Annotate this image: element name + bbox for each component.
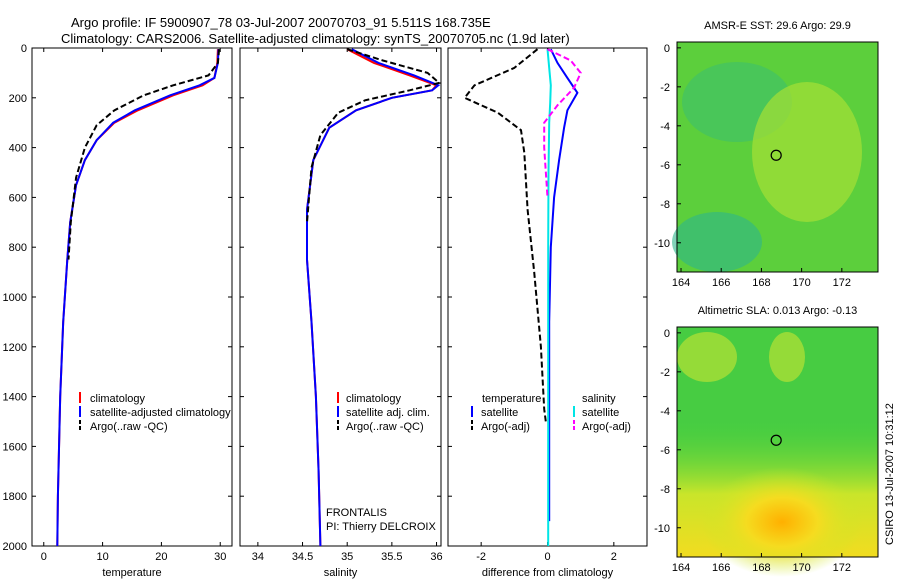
x-tick-label: 35 [341, 551, 353, 563]
axes-frame [31, 47, 233, 547]
x-tick-label: -2 [476, 551, 486, 563]
legend-temp-satellite: satellite [481, 407, 518, 419]
legend-argo: Argo(..raw -QC) [90, 421, 168, 433]
float-pi: PI: Thierry DELCROIX [326, 521, 436, 533]
legend-title-salinity: salinity [582, 393, 616, 405]
legend-argo: Argo(..raw -QC) [346, 421, 424, 433]
x-tick-label: 34 [252, 551, 264, 563]
y-tick-label: -6 [660, 160, 670, 172]
difference-legend: temperature salinity satellite Argo(-adj… [471, 393, 631, 433]
map-patch [702, 467, 862, 577]
map-patch [672, 212, 762, 272]
legend-temp-argo: Argo(-adj) [481, 421, 530, 433]
figure-title-line2: Climatology: CARS2006. Satellite-adjuste… [61, 31, 570, 46]
x-tick-label: 30 [214, 551, 226, 563]
y-tick-label: -8 [660, 484, 670, 496]
series-line-argo-raw-qc- [67, 49, 221, 260]
axes-frame [239, 47, 442, 547]
x-axis-label: difference from climatology [482, 567, 614, 579]
x-tick-label: 172 [833, 562, 851, 574]
x-tick-label: 20 [155, 551, 167, 563]
x-tick-label: 0 [544, 551, 550, 563]
y-tick-label: 0 [21, 43, 27, 55]
legend-sal-satellite: satellite [582, 407, 619, 419]
y-tick-label: -8 [660, 199, 670, 211]
y-tick-label: -10 [654, 238, 670, 250]
series-line-argo-adj- [463, 48, 547, 422]
map-patch [752, 82, 862, 222]
map-patch [677, 332, 737, 382]
x-tick-label: 10 [96, 551, 108, 563]
map-title: Altimetric SLA: 0.013 Argo: -0.13 [698, 305, 858, 317]
legend-sal-argo: Argo(-adj) [582, 421, 631, 433]
y-tick-label: 0 [664, 43, 670, 55]
argo-position-marker [770, 149, 782, 161]
series-line-satellite [548, 48, 579, 522]
sst-map-panel: AMSR-E SST: 29.6 Argo: 29.9 164 166 168 170 1… [654, 20, 879, 289]
float-project: FRONTALIS [326, 507, 387, 519]
series-line-argo-raw-qc- [306, 48, 442, 223]
map-frame [676, 41, 879, 273]
sla-map-panel: Altimetric SLA: 0.013 Argo: -0.13 164 166 1… [654, 305, 879, 577]
y-tick-label: 2000 [3, 541, 27, 553]
map-patch [769, 332, 805, 382]
x-tick-label: 164 [672, 277, 690, 289]
y-tick-label: -4 [660, 121, 670, 133]
difference-panel: -2 0 2 difference from climatology [447, 47, 648, 579]
x-tick-label: 168 [752, 562, 770, 574]
map-title: AMSR-E SST: 29.6 Argo: 29.9 [704, 20, 851, 32]
argo-position-marker [770, 434, 782, 446]
x-tick-label: 0 [41, 551, 47, 563]
y-tick-label: 1400 [3, 392, 27, 404]
side-credit: CSIRO 13-Jul-2007 10:31:12 [884, 403, 896, 545]
series-line-argo-adj- [543, 48, 582, 198]
y-tick-label: 600 [9, 192, 27, 204]
x-tick-label: 35.5 [381, 551, 402, 563]
y-tick-label: 1200 [3, 342, 27, 354]
x-tick-label: 170 [792, 562, 810, 574]
legend-climatology: climatology [346, 393, 402, 405]
y-tick-label: 1800 [3, 491, 27, 503]
x-tick-label: 172 [833, 277, 851, 289]
x-tick-label: 168 [752, 277, 770, 289]
y-tick-label: 800 [9, 242, 27, 254]
y-tick-label: -10 [654, 523, 670, 535]
y-tick-label: 0 [664, 328, 670, 340]
series-line-satellite-adj-clim- [306, 48, 441, 547]
x-tick-label: 2 [611, 551, 617, 563]
salinity-legend: climatology satellite adj. clim. Argo(..… [326, 392, 436, 533]
y-tick-label: 400 [9, 143, 27, 155]
y-tick-label: -2 [660, 82, 670, 94]
x-tick-label: 164 [672, 562, 690, 574]
x-tick-label: 166 [712, 562, 730, 574]
salinity-panel: 34 34.5 35 35.5 36 salinity [239, 47, 443, 579]
x-tick-label: 34.5 [292, 551, 313, 563]
temperature-legend: climatology satellite-adjusted climatolo… [79, 392, 231, 433]
series-line-climatology [306, 48, 439, 547]
legend-satellite: satellite-adjusted climatology [90, 407, 231, 419]
map-frame [676, 326, 879, 558]
y-tick-label: 1000 [3, 292, 27, 304]
x-tick-label: 170 [792, 277, 810, 289]
x-axis-label: temperature [102, 567, 161, 579]
y-tick-label: 200 [9, 93, 27, 105]
legend-satellite: satellite adj. clim. [346, 407, 430, 419]
x-tick-label: 166 [712, 277, 730, 289]
figure-title-line1: Argo profile: IF 5900907_78 03-Jul-2007 … [71, 15, 491, 30]
temperature-panel: 0 10 20 30 0 200 400 600 800 1000 1200 1400 1600 1800… [3, 43, 233, 579]
series-line-climatology [56, 49, 219, 547]
x-axis-label: salinity [324, 567, 358, 579]
series-line-satellite [546, 49, 552, 546]
y-tick-label: -2 [660, 367, 670, 379]
legend-climatology: climatology [90, 393, 146, 405]
y-tick-label: -4 [660, 406, 670, 418]
legend-title-temperature: temperature [482, 393, 541, 405]
y-tick-label: 1600 [3, 441, 27, 453]
x-tick-label: 36 [430, 551, 442, 563]
series-line-satellite-adjusted-climatology [56, 49, 220, 547]
y-tick-label: -6 [660, 445, 670, 457]
